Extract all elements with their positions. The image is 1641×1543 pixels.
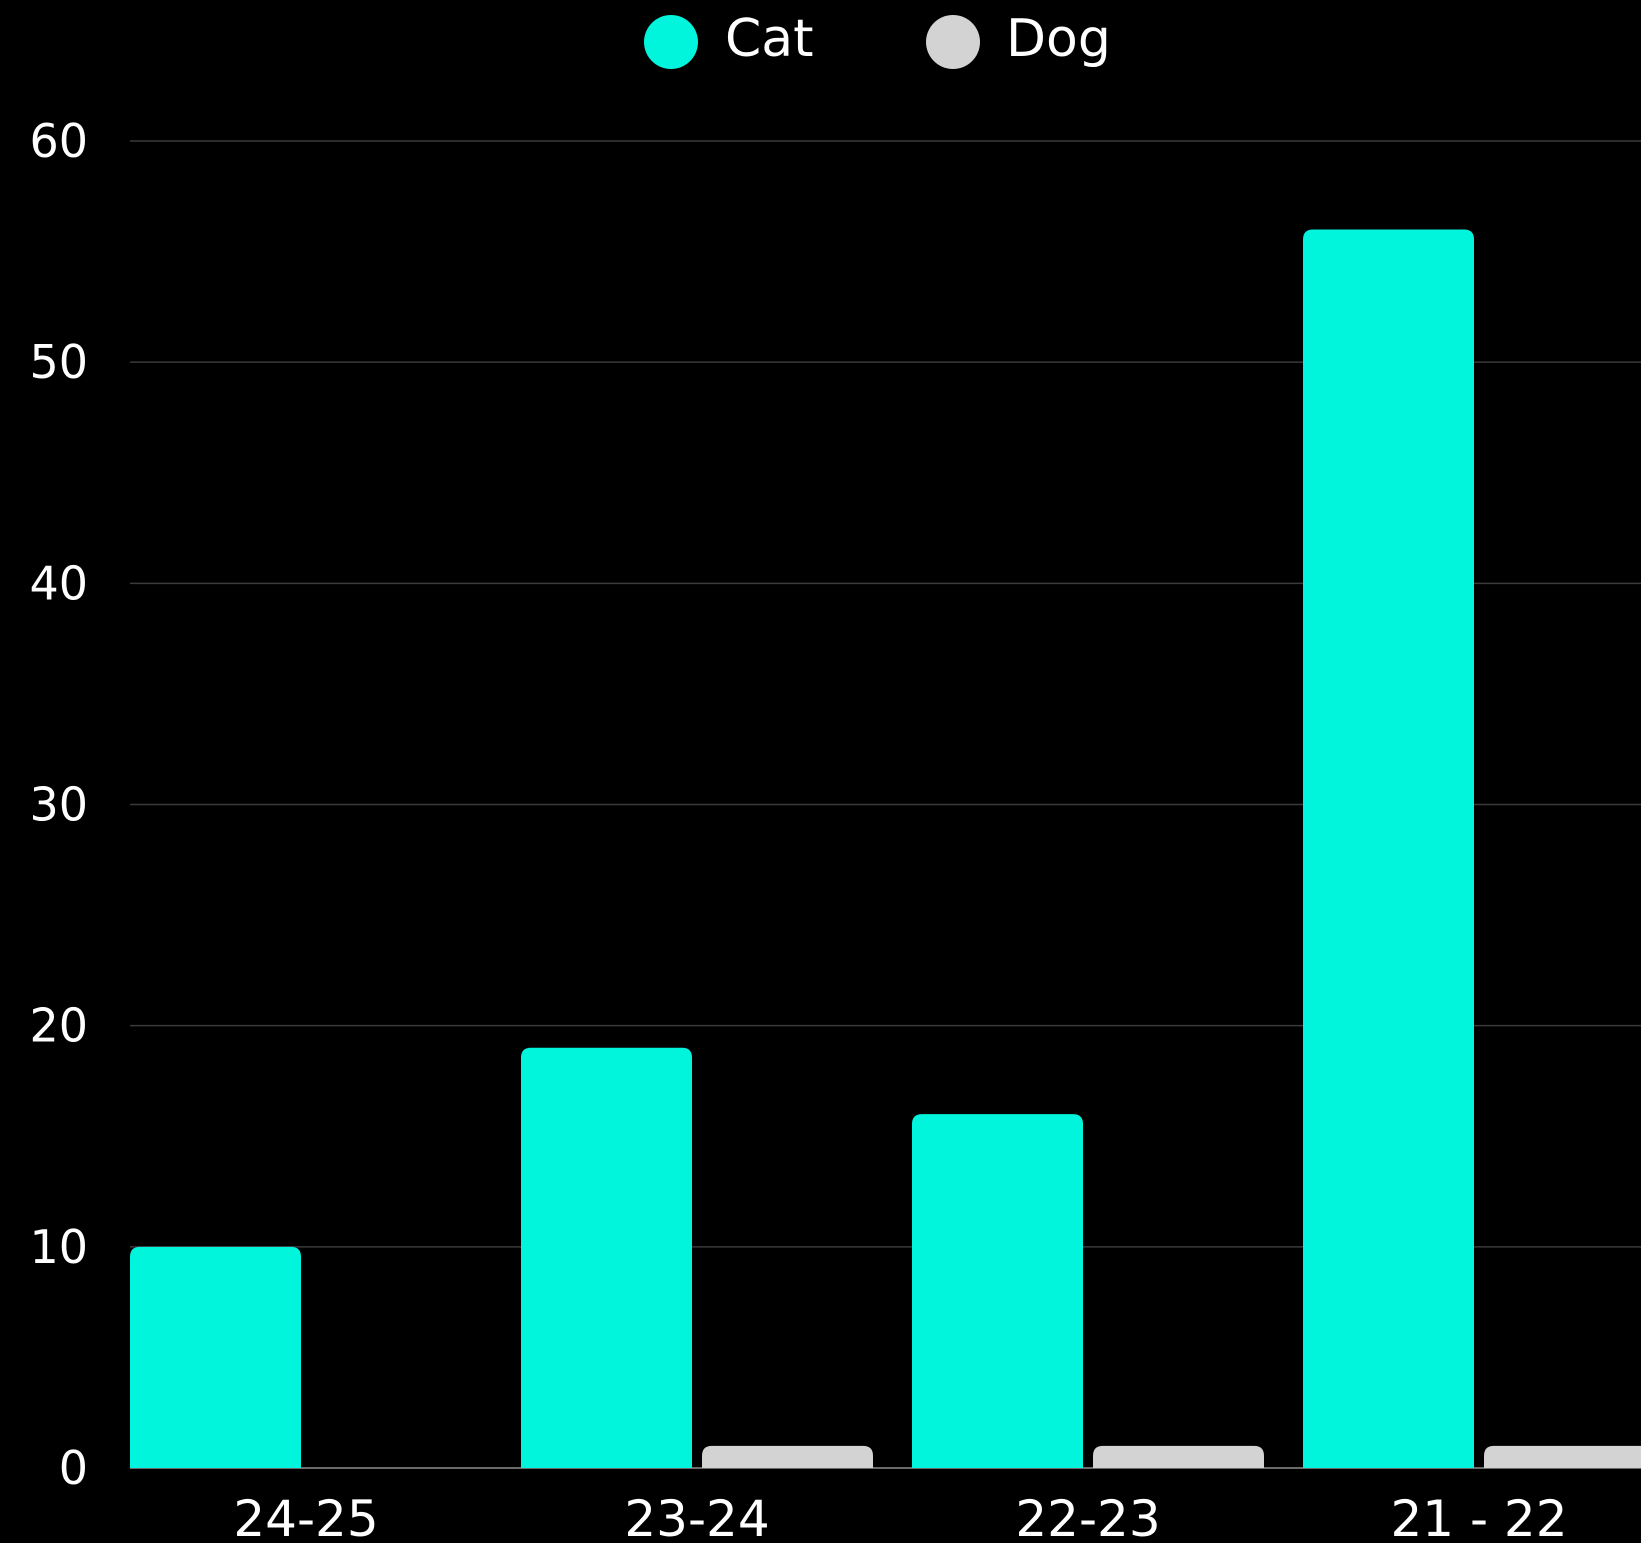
y-tick-label: 0 [59, 1441, 88, 1495]
grid-lines [130, 140, 1641, 1469]
bar-cat-3 [1303, 229, 1474, 1468]
legend: Cat Dog [644, 9, 1111, 69]
bars [130, 229, 1641, 1468]
legend-swatch-cat [644, 15, 698, 69]
bar-cat-2 [912, 1114, 1083, 1468]
y-tick-label: 50 [29, 335, 88, 389]
x-tick-label: 23-24 [624, 1490, 769, 1543]
y-tick-label: 20 [29, 999, 88, 1053]
legend-swatch-dog [926, 15, 980, 69]
y-axis: 0 10 20 30 40 50 60 [29, 114, 88, 1495]
bar-cat-1 [521, 1047, 692, 1468]
x-axis: 24-25 23-24 22-23 21 - 22 [233, 1490, 1567, 1543]
x-tick-label: 24-25 [233, 1490, 378, 1543]
bar-dog-2 [1093, 1445, 1264, 1468]
y-tick-label: 30 [29, 778, 88, 832]
bar-cat-0 [130, 1246, 301, 1468]
y-tick-label: 60 [29, 114, 88, 168]
legend-label-cat: Cat [725, 9, 814, 69]
bar-dog-1 [702, 1445, 873, 1468]
x-tick-label: 21 - 22 [1390, 1490, 1567, 1543]
bar-dog-3 [1484, 1445, 1641, 1468]
legend-label-dog: Dog [1006, 9, 1111, 69]
y-tick-label: 10 [29, 1220, 88, 1274]
y-tick-label: 40 [29, 556, 88, 610]
x-tick-label: 22-23 [1015, 1490, 1160, 1543]
